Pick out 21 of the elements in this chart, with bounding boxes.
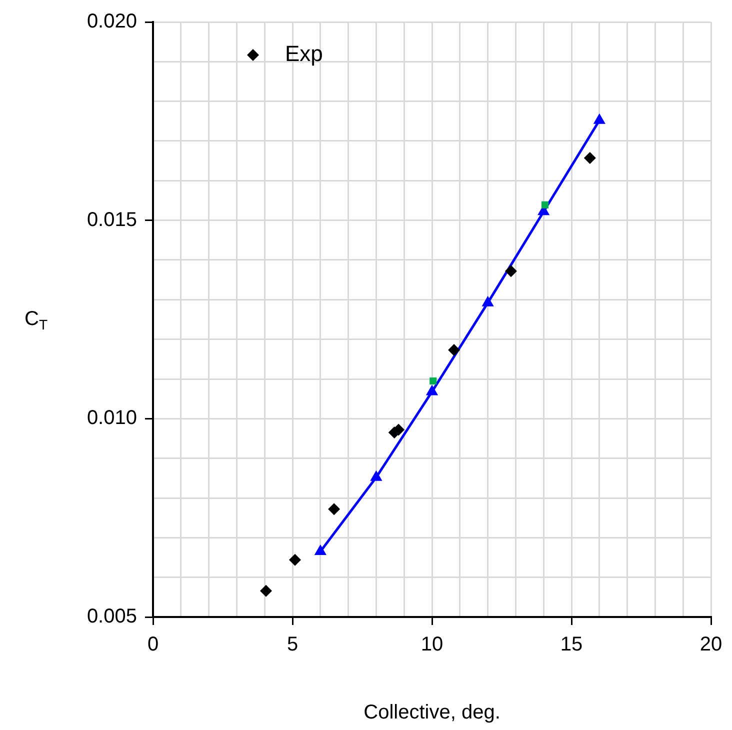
point [448,344,460,356]
point [260,584,272,597]
x-tick-label: 10 [420,634,444,656]
y-tick-label: 0.020 [86,10,137,33]
x-tick-label: 20 [700,634,722,656]
x-axis-title: Collective, deg. [364,702,500,724]
point [504,265,517,278]
y-tick-label: 0.015 [86,208,137,231]
point [584,152,596,164]
y-tick-label: 0.005 [86,606,137,628]
x-tick-label: 15 [560,634,583,656]
legend-label: Exp [285,41,323,66]
y-tick-label: 0.010 [86,407,137,430]
point [541,201,549,208]
point [426,384,438,396]
point [328,503,340,516]
x-tick-label: 5 [286,634,298,656]
point [289,554,302,566]
point [314,544,326,556]
x-tick-label: 0 [147,634,159,656]
point [430,377,437,385]
